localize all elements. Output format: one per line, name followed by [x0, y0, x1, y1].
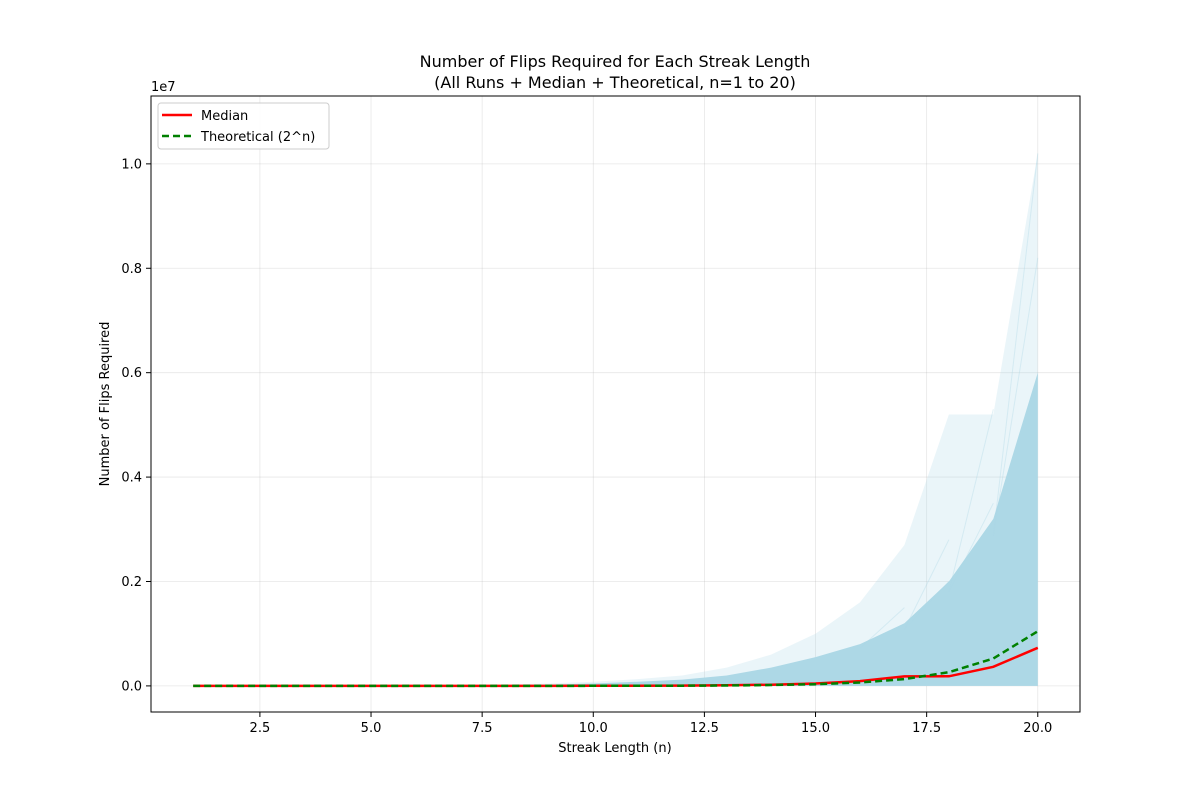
- y-tick-label: 0.2: [121, 575, 142, 590]
- theoretical-line: [193, 630, 1039, 688]
- x-tick-label: 10.0: [579, 721, 608, 736]
- x-axis-ticks: 2.5 5.0 7.5 10.0 12.5 15.0 17.5 20.0: [250, 712, 1052, 736]
- chart-title-line2: (All Runs + Median + Theoretical, n=1 to…: [434, 73, 796, 92]
- legend-median-label: Median: [201, 109, 248, 124]
- y-tick-label: 0.8: [121, 262, 142, 277]
- x-tick-label: 7.5: [472, 721, 493, 736]
- plot-frame: [150, 95, 1081, 713]
- x-tick-label: 12.5: [690, 721, 719, 736]
- y-tick-label: 0.6: [121, 366, 142, 381]
- legend-theoretical-label: Theoretical (2^n): [200, 130, 315, 145]
- run-line-outlier: [904, 581, 950, 630]
- runs-dense-region: [193, 372, 1038, 686]
- y-tick-label: 0.0: [121, 679, 142, 694]
- y-axis-label: Number of Flips Required: [98, 322, 113, 487]
- run-line-outlier: [903, 539, 950, 630]
- run-line-outlier: [948, 502, 994, 593]
- x-axis-label: Streak Length (n): [558, 741, 671, 756]
- run-line-outlier: [859, 607, 905, 649]
- run-line-outlier: [948, 409, 994, 593]
- x-tick-label: 2.5: [250, 721, 271, 736]
- x-tick-label: 17.5: [912, 721, 941, 736]
- y-tick-label: 1.0: [121, 157, 142, 172]
- x-tick-label: 15.0: [801, 721, 830, 736]
- run-line-outlier: [992, 153, 1039, 536]
- run-line-outlier: [992, 257, 1039, 536]
- x-tick-label: 5.0: [361, 721, 382, 736]
- legend: Median Theoretical (2^n): [157, 102, 330, 150]
- y-axis-ticks: 0.0 0.2 0.4 0.6 0.8 1.0: [121, 157, 151, 694]
- y-tick-label: 0.4: [121, 471, 142, 486]
- chart-title-line1: Number of Flips Required for Each Streak…: [420, 52, 811, 71]
- y-offset-label: 1e7: [151, 80, 176, 95]
- series-lines: [193, 630, 1039, 688]
- legend-box: [157, 102, 330, 150]
- all-runs-band: [193, 153, 1039, 686]
- x-tick-label: 20.0: [1023, 721, 1052, 736]
